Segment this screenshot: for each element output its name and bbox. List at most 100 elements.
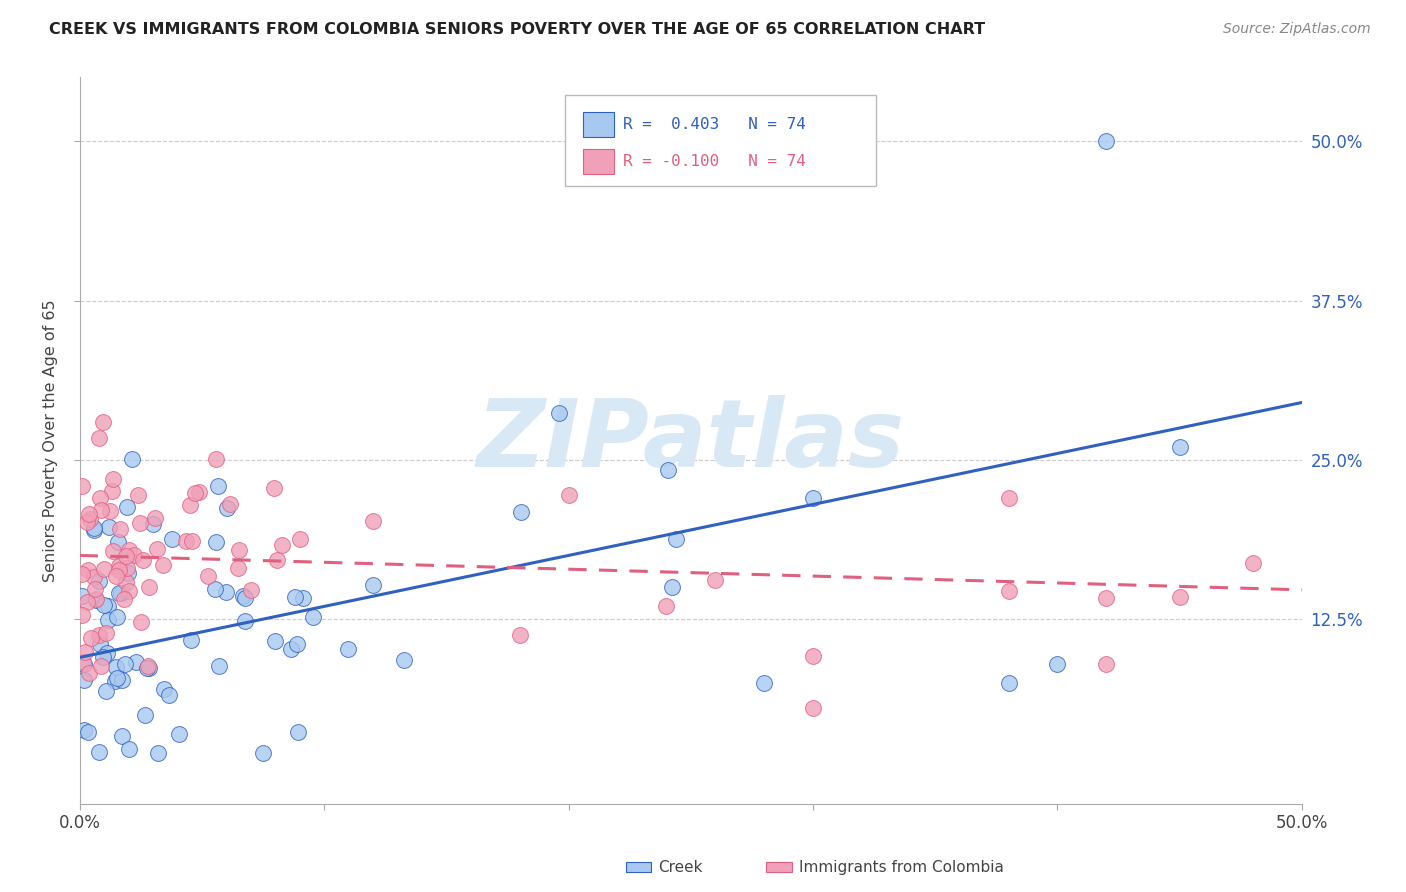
Point — [105, 660, 128, 674]
Point — [105, 569, 128, 583]
Point — [997, 491, 1019, 505]
Point — [124, 548, 146, 562]
Point — [188, 484, 211, 499]
Point — [997, 676, 1019, 690]
Point — [657, 463, 679, 477]
Point — [77, 666, 100, 681]
Point — [302, 610, 325, 624]
Point — [94, 626, 117, 640]
Point — [801, 491, 824, 505]
Point — [112, 592, 135, 607]
Point — [104, 673, 127, 688]
Point — [1046, 657, 1069, 671]
Point — [77, 725, 100, 739]
Point — [208, 659, 231, 673]
Point — [263, 481, 285, 495]
Point — [157, 688, 180, 702]
Point — [70, 589, 93, 603]
Point — [121, 452, 143, 467]
Point — [93, 599, 115, 613]
Point — [77, 564, 100, 578]
Point — [167, 727, 190, 741]
Point — [138, 661, 160, 675]
Text: Creek: Creek — [658, 860, 703, 874]
Point — [148, 746, 170, 760]
Point — [184, 486, 207, 500]
Point — [89, 574, 111, 589]
Point — [219, 497, 242, 511]
Point — [93, 415, 115, 429]
Text: R =  0.403   N = 74: R = 0.403 N = 74 — [623, 118, 806, 132]
Point — [197, 569, 219, 583]
Point — [548, 406, 571, 420]
Point — [179, 498, 201, 512]
Point — [114, 549, 136, 563]
Point — [661, 581, 683, 595]
Point — [90, 502, 112, 516]
Point — [1241, 557, 1264, 571]
Point — [73, 723, 96, 738]
Point — [89, 637, 111, 651]
Point — [87, 431, 110, 445]
Text: Source: ZipAtlas.com: Source: ZipAtlas.com — [1223, 22, 1371, 37]
Point — [704, 573, 727, 587]
Point — [76, 595, 98, 609]
Point — [665, 533, 688, 547]
Point — [114, 657, 136, 672]
Point — [160, 533, 183, 547]
Point — [83, 521, 105, 535]
Point — [110, 522, 132, 536]
Point — [118, 583, 141, 598]
Point — [143, 511, 166, 525]
Point — [138, 580, 160, 594]
Point — [98, 504, 121, 518]
Point — [70, 608, 93, 623]
Point — [72, 655, 94, 669]
Point — [392, 653, 415, 667]
Point — [70, 478, 93, 492]
Point — [233, 591, 256, 606]
Point — [128, 516, 150, 530]
Point — [292, 591, 315, 605]
Point — [118, 543, 141, 558]
Point — [252, 746, 274, 760]
Point — [115, 561, 138, 575]
Point — [125, 655, 148, 669]
Point — [118, 742, 141, 756]
Point — [101, 484, 124, 499]
Point — [115, 500, 138, 514]
Point — [557, 488, 579, 502]
Point — [97, 520, 120, 534]
Point — [83, 569, 105, 583]
Point — [76, 515, 98, 529]
Point — [134, 708, 156, 723]
Point — [89, 627, 111, 641]
Point — [1095, 591, 1118, 605]
Point — [1168, 440, 1191, 454]
Point — [111, 673, 134, 688]
Point — [181, 534, 204, 549]
Point — [226, 560, 249, 574]
Point — [83, 523, 105, 537]
Point — [84, 592, 107, 607]
Point — [105, 671, 128, 685]
Point — [80, 632, 103, 646]
Point — [91, 650, 114, 665]
Text: Immigrants from Colombia: Immigrants from Colombia — [799, 860, 1004, 874]
Point — [361, 515, 384, 529]
Point — [509, 628, 531, 642]
Point — [111, 729, 134, 743]
Point — [79, 512, 101, 526]
Point — [77, 508, 100, 522]
Point — [266, 552, 288, 566]
Point — [280, 641, 302, 656]
Point — [233, 614, 256, 628]
Point — [152, 558, 174, 572]
Point — [215, 585, 238, 599]
Text: R = -0.100   N = 74: R = -0.100 N = 74 — [623, 154, 806, 169]
Point — [204, 534, 226, 549]
Point — [96, 684, 118, 698]
Point — [86, 591, 108, 606]
Point — [105, 610, 128, 624]
Point — [361, 578, 384, 592]
